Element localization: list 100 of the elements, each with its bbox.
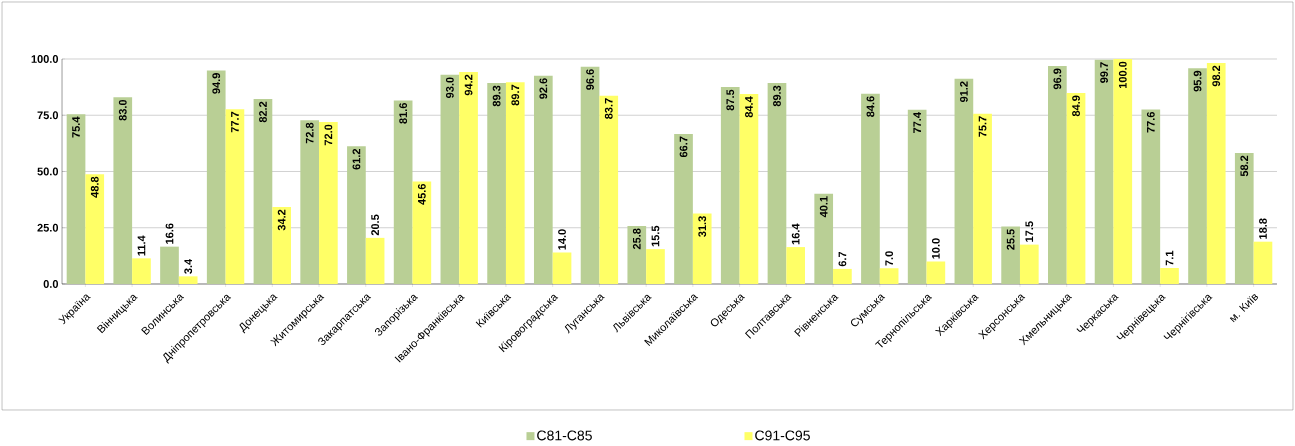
bar [1048,66,1067,285]
data-label: 77.7 [231,111,239,133]
bar [487,83,506,285]
bar [533,75,553,285]
data-label: 48.8 [90,176,99,198]
data-label: 11.4 [137,235,146,256]
bar [973,113,992,285]
bar [160,246,179,285]
bar [1113,59,1133,285]
bar [580,66,600,285]
bar [907,109,927,285]
bar [599,95,619,285]
bar [178,276,198,285]
bar [954,78,974,285]
data-label: 84.4 [745,96,753,118]
data-label: 96.9 [1053,68,1062,90]
bar [113,97,133,285]
bar [300,120,320,285]
x-tick-label: м. Київ [1229,294,1258,323]
data-label: 58.2 [1240,155,1249,177]
data-label: 7.0 [885,251,894,266]
bar [319,122,338,285]
y-tick-label: 25.0 [37,223,59,232]
data-label: 16.6 [165,223,174,244]
y-tick-label: 100.0 [31,55,59,63]
data-label: 95.9 [1193,70,1202,92]
bar [674,134,693,285]
data-label: 25.5 [1006,229,1015,250]
bar [66,114,86,285]
bar [347,146,366,285]
bar [1206,63,1226,285]
y-tick-label: 0.0 [43,280,59,288]
data-label: 93.0 [445,77,454,99]
data-label: 94.9 [212,73,221,94]
bar [253,99,273,285]
y-tick-label: 75.0 [37,111,59,120]
bar [786,247,806,285]
bar [132,258,151,285]
bar [365,237,385,285]
data-label: 15.5 [651,225,660,247]
data-label: 75.4 [72,116,80,138]
data-label: 40.1 [819,196,828,218]
bar [1253,241,1273,285]
data-label: 10.0 [931,238,940,259]
data-label: 100.0 [1118,61,1127,89]
data-label: 96.6 [586,69,594,90]
bar [225,109,245,285]
data-label: 89.7 [511,84,520,106]
data-label: 92.6 [539,78,548,99]
data-label: 81.6 [399,103,408,124]
bar [1188,68,1207,285]
data-label: 72.8 [305,122,314,144]
bar [1019,244,1039,285]
data-label: 75.7 [978,116,987,137]
data-label: 3.4 [184,259,193,274]
data-label: 98.2 [1212,65,1221,87]
data-label: 82.2 [259,101,267,123]
bar [739,94,759,285]
y-tick-label: 50.0 [37,167,59,176]
data-label: 20.5 [371,214,379,236]
bar [1066,93,1086,285]
data-label: 94.2 [464,74,473,96]
bar [272,207,291,285]
bar [926,261,946,285]
bar [1141,109,1161,285]
data-label: 84.9 [1072,95,1080,117]
data-label: 89.3 [492,85,501,107]
bar [412,181,432,285]
data-label: 6.7 [838,252,847,267]
data-label: 77.6 [1146,112,1155,133]
bar [767,83,787,285]
bar [393,100,413,285]
data-label: 45.6 [417,184,426,205]
data-label: 87.5 [726,89,735,111]
data-label: 16.4 [791,223,800,245]
data-label: 61.2 [352,149,361,170]
bar [552,252,572,285]
bar [459,72,478,285]
bar [627,226,647,285]
bar [861,93,880,285]
bar [206,70,226,285]
bar [720,87,740,285]
data-label: 99.7 [1100,62,1108,84]
data-label: 31.3 [698,216,707,238]
data-label: 83.7 [604,98,613,120]
bar [1094,59,1114,285]
bar [646,249,665,285]
data-label: 17.5 [1025,221,1034,242]
data-label: 25.8 [632,228,641,250]
data-label: 14.0 [558,229,566,250]
bar [440,74,460,285]
bar [1234,153,1254,285]
data-label: 72.0 [324,124,333,146]
data-label: 77.4 [913,112,921,134]
bar [85,174,105,285]
data-label: 91.2 [960,81,968,103]
data-label: 66.7 [679,136,688,158]
data-label: 34.2 [277,209,286,231]
bar [505,82,525,285]
data-label: 7.1 [1165,250,1174,266]
